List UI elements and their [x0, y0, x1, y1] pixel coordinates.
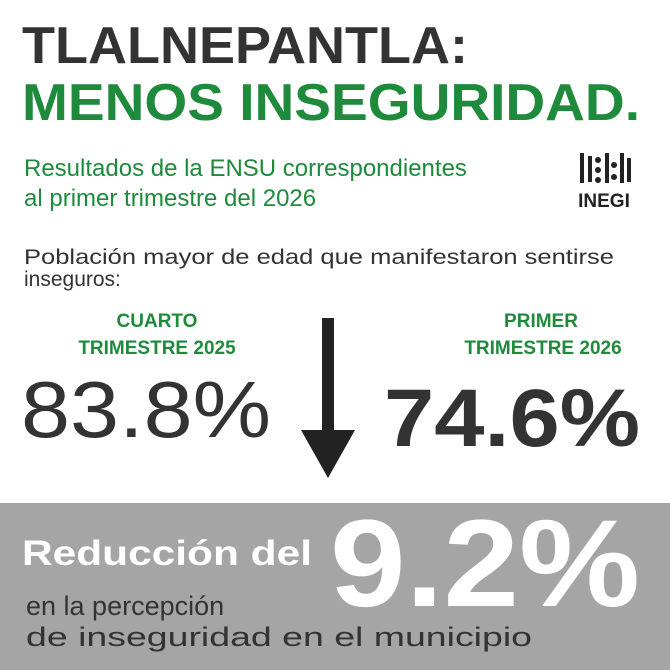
down-arrow: [301, 318, 355, 478]
logo-text: INEGI: [578, 191, 630, 212]
summary-text: en la percepción: [26, 591, 224, 621]
summary-band: [0, 503, 670, 670]
period-label: TRIMESTRE 2025: [78, 338, 236, 359]
summary-lead: Reducción del: [22, 534, 312, 573]
period-label: CUARTO: [117, 311, 198, 332]
before-value: 83.8%: [21, 365, 271, 454]
headline: MENOS INSEGURIDAD.: [22, 74, 640, 132]
after-value: 74.6%: [384, 373, 640, 464]
period-label: TRIMESTRE 2026: [464, 338, 621, 359]
question-line: Población mayor de edad que manifestaron…: [24, 246, 614, 269]
subtitle-line: Resultados de la ENSU correspondientes: [24, 155, 467, 182]
period-label: PRIMER: [504, 311, 578, 332]
summary-text: de inseguridad en el municipio: [26, 622, 532, 652]
subtitle-line: al primer trimestre del 2026: [24, 185, 316, 212]
question-line: inseguros:: [24, 268, 121, 291]
inegi-logo: INEGI: [578, 153, 631, 212]
title: TLALNEPANTLA:: [22, 17, 468, 75]
summary-value: 9.2%: [330, 495, 640, 633]
